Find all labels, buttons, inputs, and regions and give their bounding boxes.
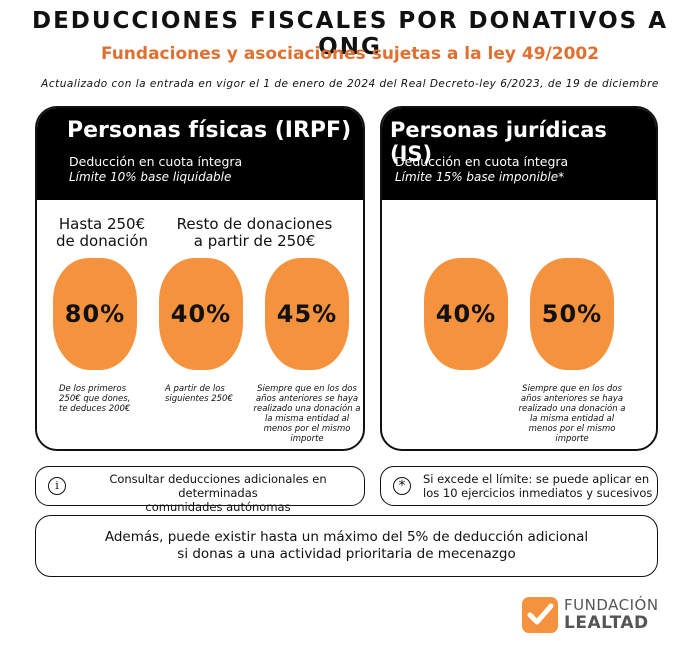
- irpf-note3-line5: menos por el mismo: [263, 424, 351, 434]
- is-note2-line1: Siempre que en los dos: [522, 384, 622, 394]
- additional-deduction-line2: si donas a una actividad prioritaria de …: [177, 546, 516, 562]
- irpf-panel: Personas físicas (IRPF) Deducción en cuo…: [35, 106, 365, 451]
- irpf-col1-label-line2: de donación: [55, 232, 148, 250]
- irpf-pct1-value: 80%: [64, 300, 126, 328]
- is-panel: Personas jurídicas (IS) Deducción en cuo…: [380, 106, 658, 451]
- regional-deductions-line2: comunidades autónomas: [145, 500, 291, 514]
- irpf-panel-header: Personas físicas (IRPF) Deducción en cuo…: [37, 108, 363, 200]
- irpf-note2-line1: A partir de los: [165, 384, 225, 394]
- irpf-note3-line4: la misma entidad al: [264, 414, 350, 424]
- irpf-note2-line2: siguientes 250€: [165, 394, 233, 404]
- irpf-note1-line3: te deduces 200€: [59, 404, 131, 414]
- irpf-pct2-value: 40%: [170, 300, 232, 328]
- regional-deductions-note: i Consultar deducciones adicionales en d…: [35, 466, 365, 514]
- is-pct2-value: 50%: [541, 300, 603, 328]
- asterisk-icon: *: [393, 477, 411, 495]
- additional-deduction-text: Además, puede existir hasta un máximo de…: [36, 529, 657, 563]
- irpf-deduction-type: Deducción en cuota íntegra: [69, 154, 243, 169]
- irpf-note1-line1: De los primeros: [59, 384, 127, 394]
- irpf-note1: De los primeros 250€ que dones, te deduc…: [59, 384, 137, 414]
- irpf-col1-label: Hasta 250€ de donación: [47, 216, 157, 250]
- page-subtitle: Fundaciones y asociaciones sujetas a la …: [100, 44, 600, 64]
- irpf-col2-label-line1: Resto de donaciones: [176, 215, 333, 233]
- irpf-note2: A partir de los siguientes 250€: [165, 384, 245, 404]
- update-note: Actualizado con la entrada en vigor el 1…: [41, 78, 659, 90]
- is-pct-50-blob: 50%: [530, 258, 614, 370]
- irpf-pct-45-blob: 45%: [265, 258, 349, 370]
- irpf-note3: Siempre que en los dos años anteriores s…: [251, 384, 363, 444]
- irpf-note3-line1: Siempre que en los dos: [257, 384, 357, 394]
- checkmark-logo-icon: [522, 597, 558, 633]
- irpf-title: Personas físicas (IRPF): [67, 118, 352, 143]
- irpf-pct3-value: 45%: [276, 300, 338, 328]
- is-note2-line3: realizado una donación a: [518, 404, 626, 414]
- irpf-col2-label: Resto de donaciones a partir de 250€: [162, 216, 347, 250]
- irpf-pct-80-blob: 80%: [53, 258, 137, 370]
- is-note2-line6: importe: [555, 434, 589, 444]
- is-pct1-value: 40%: [435, 300, 497, 328]
- irpf-note3-line2: años anteriores se haya: [255, 394, 359, 404]
- irpf-note1-line2: 250€ que dones,: [59, 394, 131, 404]
- limit-exceeded-line2: los 10 ejercicios inmediatos y sucesivos: [423, 486, 653, 500]
- logo-line1: FUNDACIÓN: [564, 596, 659, 614]
- additional-deduction-box: Además, puede existir hasta un máximo de…: [35, 515, 658, 577]
- is-note2: Siempre que en los dos años anteriores s…: [516, 384, 628, 444]
- fundacion-lealtad-logo: FUNDACIÓN LEALTAD: [522, 595, 672, 635]
- limit-exceeded-note: * Si excede el límite: se puede aplicar …: [380, 466, 658, 506]
- irpf-note3-line3: realizado una donación a: [253, 404, 361, 414]
- is-title: Personas jurídicas (IS): [390, 118, 607, 166]
- is-limit: Límite 15% base imponible*: [395, 170, 565, 184]
- limit-exceeded-line1: Si excede el límite: se puede aplicar en: [423, 472, 650, 486]
- is-panel-header: Personas jurídicas (IS) Deducción en cuo…: [382, 108, 656, 200]
- regional-deductions-line1: Consultar deducciones adicionales en det…: [109, 472, 327, 500]
- is-note2-line4: la misma entidad al: [529, 414, 615, 424]
- regional-deductions-text: Consultar deducciones adicionales en det…: [78, 472, 358, 514]
- irpf-limit: Límite 10% base liquidable: [69, 170, 232, 184]
- irpf-pct-40-blob: 40%: [159, 258, 243, 370]
- additional-deduction-line1: Además, puede existir hasta un máximo de…: [104, 529, 589, 545]
- is-panel-body: 40% 50% Siempre que en los dos años ante…: [382, 200, 656, 449]
- irpf-note3-line6: importe: [290, 434, 324, 444]
- irpf-col1-label-line1: Hasta 250€: [58, 215, 146, 233]
- page-title: DEDUCCIONES FISCALES POR DONATIVOS A ONG: [31, 8, 669, 60]
- irpf-panel-body: Hasta 250€ de donación Resto de donacion…: [37, 200, 363, 449]
- is-pct-40-blob: 40%: [424, 258, 508, 370]
- is-note2-line2: años anteriores se haya: [520, 394, 624, 404]
- is-note2-line5: menos por el mismo: [528, 424, 616, 434]
- is-deduction-type: Deducción en cuota íntegra: [395, 154, 569, 169]
- logo-line2: LEALTAD: [564, 613, 649, 633]
- info-icon: i: [48, 477, 66, 495]
- irpf-col2-label-line2: a partir de 250€: [193, 232, 316, 250]
- limit-exceeded-text: Si excede el límite: se puede aplicar en…: [423, 472, 653, 500]
